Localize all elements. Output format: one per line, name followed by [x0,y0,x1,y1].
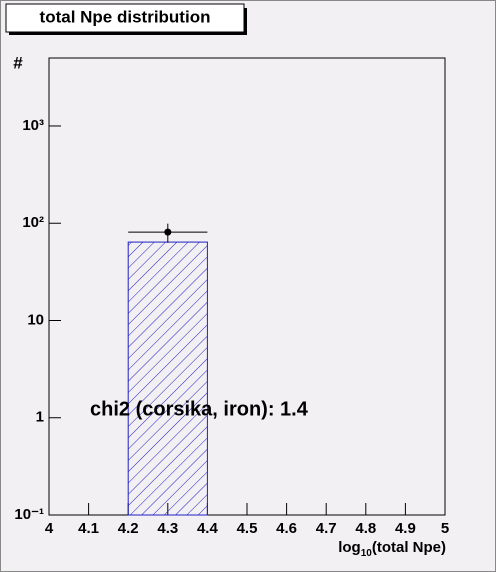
chart-title: total Npe distribution [40,7,211,26]
y-tick-label: 10 [27,311,44,328]
x-tick-label: 4.6 [276,520,297,537]
x-tick-label: 4.7 [316,520,337,537]
x-label-part: log [338,539,361,556]
title-box [5,3,245,33]
y-tick-label: 10³ [22,117,44,134]
bar [127,241,208,516]
x-tick-label: 4 [45,520,54,537]
data-point [164,228,172,236]
x-tick-label: 4.1 [78,520,99,537]
x-label-sub: 10 [361,548,373,559]
x-tick-label: 4.9 [395,520,416,537]
y-tick-label: 10⁻¹ [14,506,44,523]
x-tick-label: 4.4 [197,520,219,537]
y-axis-label: # [13,53,23,72]
annotation: chi2 (corsika, iron): 1.4 [90,398,309,420]
title-shadow [9,32,247,35]
x-tick-label: 4.8 [355,520,376,537]
frame [48,57,446,516]
title-shadow [244,8,247,34]
y-tick-label: 10² [22,214,44,231]
x-axis-label: log10(total Npe) [338,539,446,559]
y-tick-label: 1 [36,409,44,426]
x-tick-label: 4.5 [237,520,258,537]
x-tick-label: 4.2 [118,520,139,537]
x-tick-label: 4.3 [157,520,178,537]
x-label-part: (total Npe) [372,539,446,556]
x-tick-label: 5 [441,520,449,537]
